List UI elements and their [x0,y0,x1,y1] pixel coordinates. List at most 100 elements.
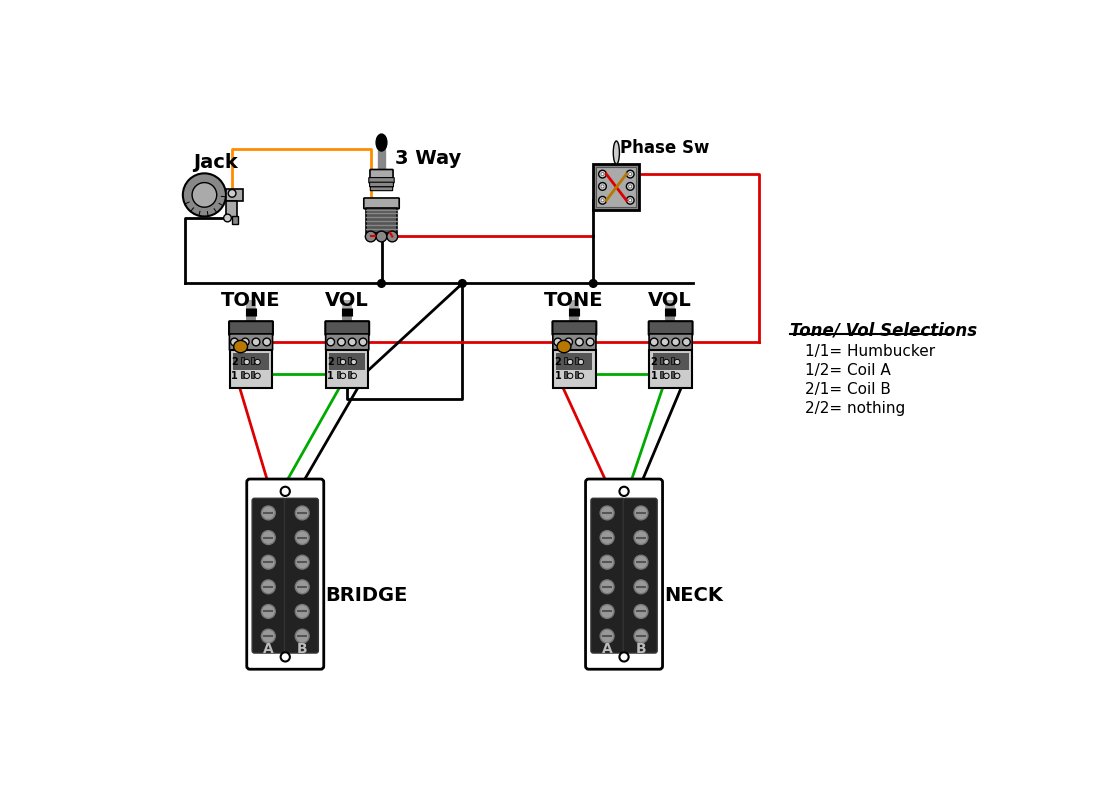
Text: BRIDGE: BRIDGE [325,586,408,605]
Text: TONE: TONE [221,292,280,310]
Bar [553,350,596,388]
Circle shape [628,199,632,201]
Text: 2/1= Coil B: 2/1= Coil B [805,382,890,397]
Text: 2: 2 [327,357,334,367]
Circle shape [337,338,345,346]
Circle shape [458,280,466,288]
Text: 2: 2 [651,357,657,367]
Bar [564,357,567,364]
Bar [575,357,578,364]
Circle shape [634,531,647,544]
Circle shape [244,359,250,365]
Circle shape [661,338,669,346]
Circle shape [261,506,276,520]
Circle shape [634,604,647,619]
Circle shape [601,172,604,175]
Circle shape [664,373,669,378]
FancyBboxPatch shape [230,322,273,335]
FancyBboxPatch shape [252,498,286,653]
Text: 3 Way: 3 Way [395,149,461,167]
Circle shape [377,280,385,288]
Bar [594,164,640,210]
Bar [564,371,567,378]
Circle shape [576,338,584,346]
Circle shape [600,604,614,619]
Circle shape [281,653,290,661]
FancyBboxPatch shape [230,334,272,350]
Bar [329,353,365,370]
Circle shape [601,199,604,201]
FancyBboxPatch shape [325,322,370,335]
Circle shape [255,359,260,365]
FancyBboxPatch shape [623,498,657,653]
Bar [671,357,674,364]
Bar [251,371,254,378]
Circle shape [619,487,628,496]
Bar [251,357,254,364]
Circle shape [360,338,367,346]
Text: VOL: VOL [325,292,368,310]
Bar [650,350,692,388]
Bar [661,357,663,364]
FancyBboxPatch shape [586,479,663,669]
Circle shape [600,555,614,569]
Circle shape [244,373,250,378]
FancyBboxPatch shape [648,322,692,335]
Circle shape [296,531,309,544]
Circle shape [600,531,614,544]
Circle shape [261,604,276,619]
Circle shape [682,338,690,346]
Text: 2: 2 [231,357,237,367]
Circle shape [255,373,260,378]
FancyBboxPatch shape [284,498,318,653]
Circle shape [634,555,647,569]
Ellipse shape [234,340,248,353]
Circle shape [261,555,276,569]
Bar [347,357,351,364]
Circle shape [193,182,217,207]
Bar [232,216,239,224]
FancyBboxPatch shape [368,178,394,183]
Circle shape [327,338,335,346]
Circle shape [296,629,309,643]
Bar [241,371,244,378]
Circle shape [241,338,249,346]
Text: 2: 2 [554,357,561,367]
FancyBboxPatch shape [246,479,324,669]
Circle shape [386,231,398,242]
Circle shape [281,487,290,496]
FancyBboxPatch shape [552,322,596,335]
Circle shape [351,359,356,365]
Circle shape [578,373,584,378]
Circle shape [348,338,356,346]
Text: VOL: VOL [648,292,692,310]
Circle shape [600,629,614,643]
Circle shape [600,580,614,594]
Circle shape [568,373,572,378]
Circle shape [674,359,680,365]
Circle shape [601,185,604,188]
Ellipse shape [557,340,571,353]
Text: Tone/ Vol Selections: Tone/ Vol Selections [790,322,977,340]
Bar [661,371,663,378]
Circle shape [263,338,271,346]
Bar [557,353,592,370]
Circle shape [587,338,594,346]
Text: 1: 1 [327,371,334,381]
Ellipse shape [376,134,386,151]
Text: 1/1= Humbucker: 1/1= Humbucker [805,344,935,359]
Circle shape [634,580,647,594]
Circle shape [564,338,572,346]
Circle shape [231,338,239,346]
Circle shape [340,373,346,378]
Text: Jack: Jack [193,152,237,171]
FancyBboxPatch shape [650,334,692,350]
Circle shape [261,629,276,643]
Bar [671,371,674,378]
FancyBboxPatch shape [370,170,393,179]
Ellipse shape [614,141,619,164]
Circle shape [634,506,647,520]
Circle shape [296,555,309,569]
Bar [233,353,269,370]
Bar [337,371,339,378]
